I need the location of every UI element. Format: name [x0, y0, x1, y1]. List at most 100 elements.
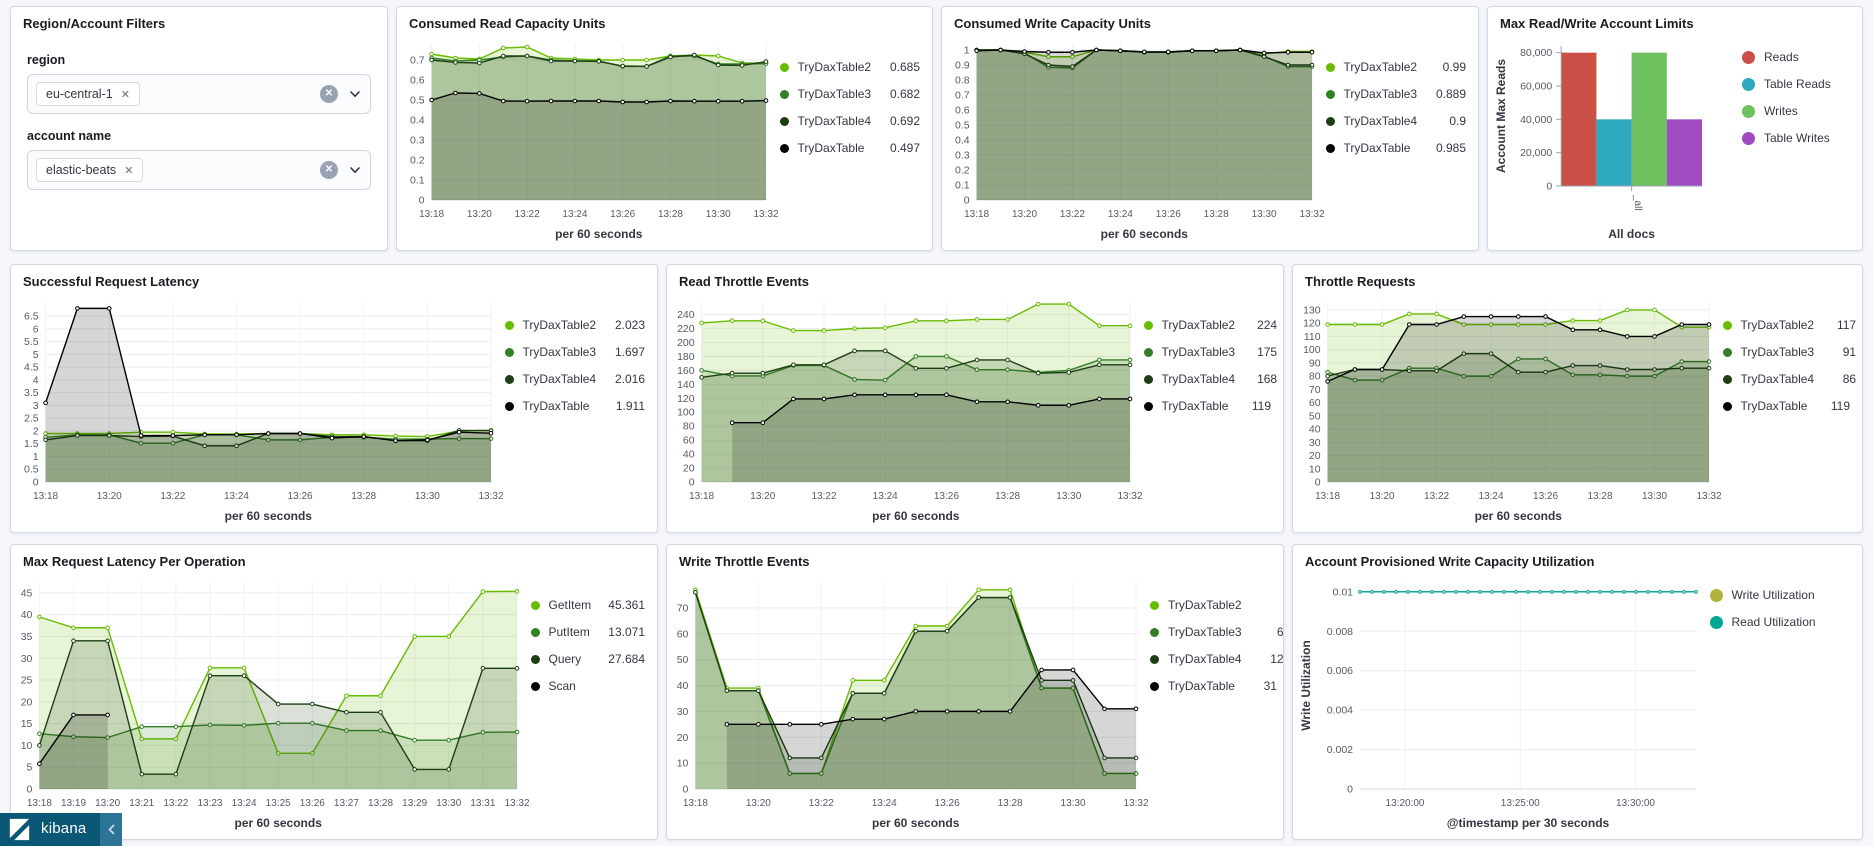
- region-combobox[interactable]: eu-central-1 ✕ ✕: [27, 74, 371, 114]
- legend-item-trydaxtable[interactable]: TryDaxTable 119: [1722, 399, 1850, 413]
- read-throttle-chart-canvas[interactable]: 0 20 40 60 80 100 120 140 160 180 200 220 240 13:18 13…: [671, 292, 1144, 528]
- legend-item-trydaxtable3[interactable]: TryDaxTable3 175: [1143, 345, 1277, 359]
- legend-series-value: 119: [1251, 399, 1271, 413]
- legend-item-trydaxtable3[interactable]: TryDaxTable3 0.682: [779, 87, 920, 101]
- svg-text:0.01: 0.01: [1333, 586, 1354, 598]
- svg-text:60,000: 60,000: [1520, 81, 1552, 93]
- legend-item-read-utilization[interactable]: Read Utilization: [1709, 615, 1851, 629]
- request-latency-chart-canvas[interactable]: 0 0.5 1 1.5 2 2.5 3 3.5 4 4.5 5 5.5 6 6.5 13:18 13:20 13…: [15, 292, 505, 528]
- svg-text:0: 0: [1347, 784, 1353, 796]
- legend-item-trydaxtable2[interactable]: TryDaxTable2 0.99: [1325, 60, 1466, 74]
- legend-item-table-reads[interactable]: Table Reads: [1742, 77, 1850, 91]
- legend-series-name: TryDaxTable4: [1343, 114, 1418, 128]
- legend-item-trydaxtable4[interactable]: TryDaxTable4 12: [1150, 652, 1284, 666]
- region-pill[interactable]: eu-central-1 ✕: [36, 82, 140, 106]
- remove-region-icon[interactable]: ✕: [120, 88, 130, 101]
- legend-item-trydaxtable3[interactable]: TryDaxTable3 6: [1150, 625, 1284, 639]
- clear-region-button[interactable]: ✕: [320, 85, 338, 103]
- legend-item-trydaxtable[interactable]: TryDaxTable 0.985: [1325, 141, 1466, 155]
- legend-item-trydaxtable4[interactable]: TryDaxTable4 168: [1143, 372, 1277, 386]
- panel-title: Throttle Requests: [1305, 274, 1416, 289]
- svg-text:0: 0: [689, 477, 695, 489]
- max-latency-per-op-chart-canvas[interactable]: 0 5 10 15 20 25 30 35 40 45 13:18 13:19 13:20 13:21 13…: [15, 572, 531, 835]
- panel-max-account-limits: Max Read/Write Account Limits 0 20,000 40,…: [1487, 6, 1863, 251]
- account-limits-bar-chart-canvas[interactable]: 0 20,000 40,000 60,000 80,000 _all All docs Acc…: [1492, 34, 1742, 246]
- svg-text:0.9: 0.9: [955, 60, 970, 72]
- svg-text:13:24: 13:24: [873, 491, 898, 502]
- legend-item-trydaxtable2[interactable]: TryDaxTable2 2.023: [504, 318, 645, 332]
- svg-text:13:30: 13:30: [1061, 798, 1086, 809]
- svg-text:13:32: 13:32: [1696, 491, 1721, 502]
- legend-item-trydaxtable[interactable]: TryDaxTable 31: [1150, 679, 1277, 693]
- chevron-down-icon[interactable]: [348, 87, 362, 101]
- svg-text:13:28: 13:28: [368, 798, 393, 809]
- legend-item-query[interactable]: Query 27.684: [530, 652, 645, 666]
- chevron-down-icon[interactable]: [348, 163, 362, 177]
- legend-swatch-icon: [530, 600, 540, 610]
- svg-text:13:28: 13:28: [658, 209, 683, 220]
- account-name-combobox[interactable]: elastic-beats ✕ ✕: [27, 150, 371, 190]
- legend-series-name: Table Reads: [1764, 77, 1831, 91]
- legend-item-trydaxtable4[interactable]: TryDaxTable4 0.692: [779, 114, 920, 128]
- utilization-chart-canvas[interactable]: 0 0.002 0.004 0.006 0.008 0.01 13:20:00 13:25:0…: [1297, 572, 1710, 835]
- legend-item-trydaxtable4[interactable]: TryDaxTable4 86: [1722, 372, 1856, 386]
- panel-title: Max Read/Write Account Limits: [1500, 16, 1694, 31]
- svg-text:0.002: 0.002: [1327, 744, 1353, 756]
- consumed-read-chart-canvas[interactable]: 0 0.1 0.2 0.3 0.4 0.5 0.6 0.7 13:18 13:20 13:22 13:…: [401, 34, 780, 246]
- svg-text:13:20: 13:20: [97, 491, 122, 502]
- legend-item-trydaxtable4[interactable]: TryDaxTable4 0.9: [1325, 114, 1466, 128]
- consumed-write-chart-canvas[interactable]: 0 0.1 0.2 0.3 0.4 0.5 0.6 0.7 0.8 0.9 1 13:18 13:20 1…: [946, 34, 1326, 246]
- legend-swatch-icon: [1143, 320, 1153, 330]
- svg-text:13:32: 13:32: [504, 798, 529, 809]
- legend-series-name: Reads: [1764, 50, 1799, 64]
- legend-item-trydaxtable[interactable]: TryDaxTable 119: [1143, 399, 1271, 413]
- legend-item-trydaxtable2[interactable]: TryDaxTable2: [1150, 598, 1271, 612]
- svg-text:13:27: 13:27: [334, 798, 359, 809]
- nav-collapse-button[interactable]: [100, 813, 123, 846]
- svg-text:_all: _all: [1632, 194, 1643, 211]
- clear-account-button[interactable]: ✕: [320, 161, 338, 179]
- legend-series-name: TryDaxTable: [1168, 679, 1235, 693]
- svg-text:20: 20: [677, 732, 689, 744]
- kibana-logo-icon[interactable]: [6, 816, 33, 843]
- remove-account-icon[interactable]: ✕: [124, 164, 134, 177]
- legend-item-trydaxtable[interactable]: TryDaxTable 0.497: [779, 141, 920, 155]
- chart-legend: GetItem 45.361 PutItem 13.071 Query 27.684 Sca…: [530, 572, 650, 835]
- legend-item-writes[interactable]: Writes: [1742, 104, 1850, 118]
- legend-series-name: TryDaxTable4: [1168, 652, 1242, 666]
- legend-item-trydaxtable3[interactable]: TryDaxTable3 0.889: [1325, 87, 1466, 101]
- line-chart-svg: 0 0.1 0.2 0.3 0.4 0.5 0.6 0.7 13:18 13:20 13:22 13:…: [410, 44, 779, 241]
- svg-text:0.7: 0.7: [955, 90, 970, 102]
- legend-item-trydaxtable2[interactable]: TryDaxTable2 224: [1143, 318, 1277, 332]
- legend-item-trydaxtable2[interactable]: TryDaxTable2 0.685: [779, 60, 920, 74]
- legend-item-getitem[interactable]: GetItem 45.361: [530, 598, 645, 612]
- legend-swatch-icon: [1742, 77, 1755, 91]
- panel-throttle-requests: Throttle Requests 0 10 20 30 40 50 60 70 80 90 100…: [1292, 264, 1863, 533]
- svg-text:80: 80: [1309, 371, 1321, 383]
- svg-text:80,000: 80,000: [1520, 47, 1552, 59]
- legend-swatch-icon: [1722, 401, 1732, 411]
- svg-text:13:18: 13:18: [689, 491, 714, 502]
- throttle-requests-chart-canvas[interactable]: 0 10 20 30 40 50 60 70 80 90 100 110 120 130 13:18 13:2…: [1297, 292, 1723, 528]
- svg-text:1: 1: [964, 45, 970, 57]
- legend-item-trydaxtable2[interactable]: TryDaxTable2 117: [1722, 318, 1856, 332]
- legend-item-table-writes[interactable]: Table Writes: [1742, 131, 1850, 145]
- write-throttle-chart-canvas[interactable]: 0 10 20 30 40 50 60 70 13:18 13:20 13:22 13:24 13:26…: [671, 572, 1150, 835]
- chart-legend: TryDaxTable2 2.023 TryDaxTable3 1.697 TryDax…: [504, 292, 650, 528]
- legend-item-trydaxtable3[interactable]: TryDaxTable3 1.697: [504, 345, 645, 359]
- legend-item-trydaxtable[interactable]: TryDaxTable 1.911: [504, 399, 645, 413]
- legend-item-trydaxtable3[interactable]: TryDaxTable3 91: [1722, 345, 1856, 359]
- legend-item-putitem[interactable]: PutItem 13.071: [530, 625, 645, 639]
- legend-item-trydaxtable4[interactable]: TryDaxTable4 2.016: [504, 372, 645, 386]
- account-pill[interactable]: elastic-beats ✕: [36, 158, 144, 182]
- svg-text:13:25:00: 13:25:00: [1501, 798, 1540, 809]
- legend-series-value: 0.685: [889, 60, 920, 74]
- legend-item-write-utilization[interactable]: Write Utilization: [1709, 588, 1851, 602]
- svg-text:0: 0: [27, 784, 33, 796]
- svg-text:13:28: 13:28: [351, 491, 376, 502]
- legend-item-scan[interactable]: Scan: [530, 679, 646, 693]
- legend-item-reads[interactable]: Reads: [1742, 50, 1850, 64]
- svg-text:120: 120: [1303, 318, 1321, 330]
- svg-text:40: 40: [1309, 424, 1321, 436]
- kibana-brand-label[interactable]: kibana: [41, 820, 87, 837]
